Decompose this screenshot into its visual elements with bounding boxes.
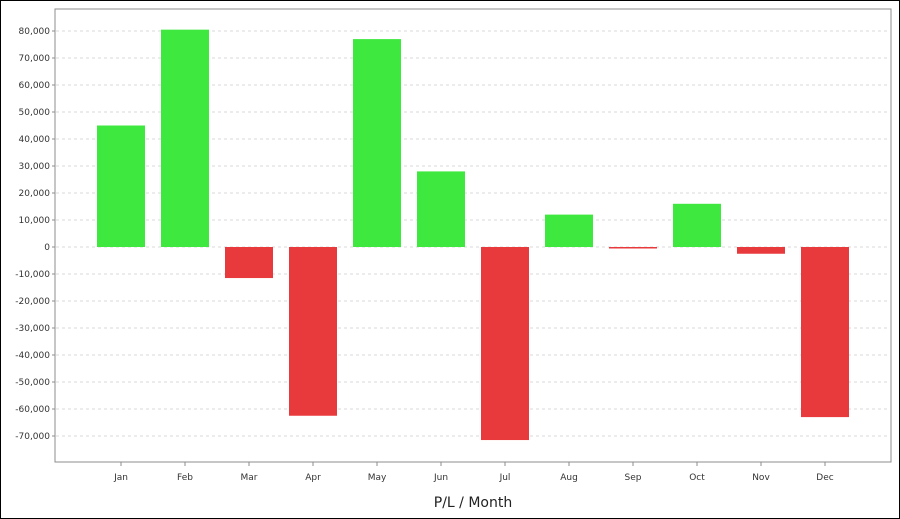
bar-sep	[609, 247, 657, 249]
x-tick-label-aug: Aug	[560, 473, 578, 483]
bar-dec	[801, 247, 849, 418]
y-tick-label: -70,000	[15, 432, 50, 442]
bar-nov	[737, 247, 785, 254]
x-axis-title: P/L / Month	[434, 495, 512, 511]
x-tick-label-nov: Nov	[752, 473, 770, 483]
x-tick-label-jan: Jan	[113, 473, 128, 483]
bar-may	[353, 39, 401, 247]
y-tick-label: 60,000	[19, 81, 51, 91]
x-tick-label-sep: Sep	[625, 473, 642, 483]
y-tick-label: -60,000	[15, 405, 50, 415]
y-axis-ticks: 80,000 70,000 60,000 50,000 40,000 30,000 20,0…	[15, 27, 55, 442]
y-tick-label: 10,000	[19, 216, 51, 226]
x-tick-label-feb: Feb	[177, 473, 193, 483]
y-tick-label: 20,000	[19, 189, 51, 199]
y-tick-label: 30,000	[19, 162, 51, 172]
y-tick-label: -10,000	[15, 270, 50, 280]
y-tick-label: 80,000	[19, 27, 51, 37]
bar-mar	[225, 247, 273, 279]
y-tick-label: 0	[44, 243, 50, 253]
bar-oct	[673, 203, 721, 247]
x-axis-ticks: Jan Feb Mar Apr May Jun Jul Aug Sep Oct Nov Dec	[113, 462, 834, 483]
bar-aug	[545, 214, 593, 247]
bar-jul	[481, 247, 529, 441]
x-tick-label-mar: Mar	[241, 473, 258, 483]
y-tick-label: -40,000	[15, 351, 50, 361]
x-tick-label-jul: Jul	[499, 473, 511, 483]
bars	[97, 29, 849, 441]
x-tick-label-oct: Oct	[689, 473, 705, 483]
y-tick-label: 50,000	[19, 108, 51, 118]
y-tick-label: -20,000	[15, 297, 50, 307]
x-tick-label-apr: Apr	[305, 473, 321, 483]
y-tick-label: -30,000	[15, 324, 50, 334]
bar-jan	[97, 125, 145, 247]
bar-jun	[417, 171, 465, 247]
y-tick-label: -50,000	[15, 378, 50, 388]
bar-apr	[289, 247, 337, 416]
x-tick-label-jun: Jun	[433, 473, 448, 483]
x-tick-label-dec: Dec	[816, 473, 833, 483]
y-tick-label: 70,000	[19, 54, 51, 64]
y-tick-label: 40,000	[19, 135, 51, 145]
x-tick-label-may: May	[368, 473, 387, 483]
bar-feb	[161, 29, 209, 248]
